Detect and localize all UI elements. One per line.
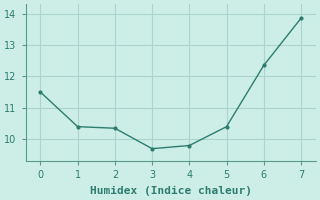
X-axis label: Humidex (Indice chaleur): Humidex (Indice chaleur) bbox=[90, 186, 252, 196]
